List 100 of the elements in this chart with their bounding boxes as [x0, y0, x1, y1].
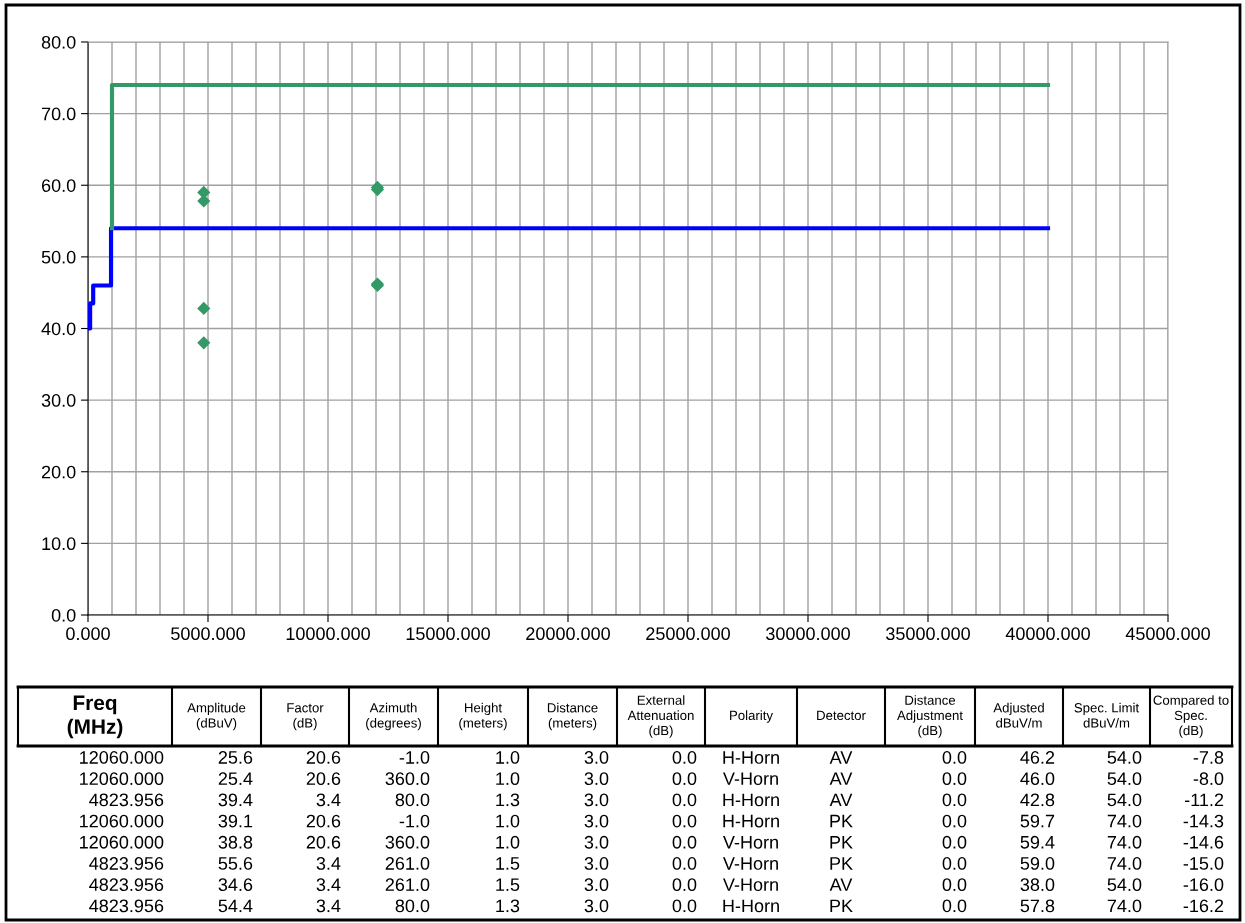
- text: 261.0: [385, 878, 430, 892]
- text: H-Horn: [723, 751, 779, 764]
- text: 3.4: [316, 793, 341, 807]
- text: 0.0: [942, 878, 967, 892]
- text: 38.8: [218, 835, 253, 849]
- text: -14.3: [1183, 814, 1224, 828]
- y-tick-label: 80.0: [41, 35, 76, 49]
- text: Factor (dB): [287, 703, 324, 731]
- text: 54.0: [1107, 772, 1142, 786]
- y-tick-label: 0.0: [51, 608, 76, 622]
- y-tick-label: 20.0: [41, 465, 76, 479]
- text: -14.6: [1183, 835, 1224, 849]
- text: PK: [830, 857, 853, 870]
- text: -11.2: [1184, 793, 1224, 807]
- text: External Attenuation (dB): [627, 695, 694, 738]
- x-tick-label: 10000.000: [286, 627, 370, 641]
- text: 360.0: [385, 835, 430, 849]
- text: 4823.956: [89, 793, 164, 807]
- text: Freq (MHz): [67, 695, 123, 739]
- text: Amplitude (dBuV): [187, 702, 246, 731]
- x-tick-label: 35000.000: [886, 627, 970, 641]
- text: 20.6: [306, 835, 341, 849]
- x-tick-label: 45000.000: [1125, 627, 1210, 641]
- x-tick-label: 15000.000: [406, 627, 490, 641]
- text: AV: [829, 793, 853, 807]
- text: 12060.000: [80, 814, 164, 828]
- text: 12060.000: [80, 835, 164, 849]
- text: Height (meters): [459, 702, 507, 731]
- text: PK: [830, 899, 853, 913]
- text: V-Horn: [722, 772, 778, 786]
- text: 3.0: [584, 793, 609, 807]
- text: 57.8: [1020, 899, 1055, 913]
- text: Spec. Limit dBuV/m: [1074, 702, 1140, 728]
- text: AV: [829, 751, 853, 764]
- text: 54.0: [1107, 793, 1142, 807]
- text: 0.0: [942, 835, 967, 849]
- point: [197, 336, 211, 350]
- text: 59.4: [1020, 835, 1055, 849]
- text: 1.5: [496, 878, 520, 892]
- y-tick-label: 30.0: [41, 394, 76, 407]
- text: 0.0: [942, 751, 967, 764]
- text: 0.0: [672, 772, 697, 786]
- text: 74.0: [1107, 899, 1142, 913]
- x-tick-label: 0.000: [66, 627, 110, 641]
- text: 80.0: [395, 793, 430, 807]
- text: PK: [830, 836, 853, 849]
- text: -1.0: [399, 751, 430, 764]
- text: 12060.000: [80, 751, 164, 764]
- text: -1.0: [399, 814, 430, 828]
- x-tick-label: 40000.000: [1005, 627, 1090, 641]
- text: 0.0: [672, 878, 697, 892]
- text: 39.1: [218, 814, 253, 828]
- y-tick-label: 10.0: [42, 537, 76, 551]
- text: -16.2: [1183, 899, 1224, 913]
- text: 46.2: [1020, 751, 1055, 764]
- text: 59.0: [1020, 857, 1055, 870]
- text: V-Horn: [722, 878, 778, 892]
- text: 3.0: [584, 878, 609, 892]
- point: [197, 194, 211, 208]
- text: 261.0: [385, 857, 430, 870]
- text: V-Horn: [722, 857, 778, 870]
- y-tick-label: 50.0: [41, 250, 76, 264]
- text: 34.6: [218, 878, 253, 892]
- x-tick-label: 30000.000: [766, 627, 850, 641]
- text: -16.0: [1183, 878, 1224, 892]
- text: Adjusted dBuV/m: [993, 702, 1044, 728]
- text: 74.0: [1107, 835, 1142, 849]
- x-tick-label: 5000.000: [171, 627, 245, 641]
- text: 1.0: [496, 814, 520, 828]
- text: 360.0: [385, 772, 430, 786]
- text: 0.0: [672, 814, 697, 828]
- text: 1.0: [496, 835, 520, 849]
- text: 55.6: [218, 857, 253, 870]
- text: -8.0: [1193, 772, 1224, 786]
- text: 3.0: [584, 857, 609, 870]
- text: 20.6: [306, 751, 341, 764]
- y-tick-label: 70.0: [41, 107, 76, 121]
- text: 0.0: [672, 751, 697, 764]
- text: 74.0: [1107, 814, 1142, 828]
- text: 54.0: [1107, 751, 1142, 764]
- text: 20.6: [306, 772, 341, 786]
- text: 0.0: [672, 835, 697, 849]
- text: 3.4: [316, 899, 341, 913]
- text: 46.0: [1020, 772, 1055, 786]
- text: 0.0: [942, 793, 967, 807]
- text: 3.0: [584, 814, 609, 828]
- text: AV: [829, 772, 853, 785]
- line-series: [88, 226, 1051, 331]
- text: -7.8: [1193, 751, 1224, 764]
- text: 25.4: [218, 772, 253, 786]
- text: 0.0: [942, 814, 967, 828]
- text: H-Horn: [723, 814, 779, 828]
- text: 25.6: [218, 751, 253, 764]
- text: AV: [829, 878, 853, 891]
- text: 74.0: [1107, 857, 1142, 870]
- text: 1.0: [496, 772, 520, 786]
- text: 0.0: [672, 793, 697, 807]
- text: 3.0: [584, 751, 609, 764]
- text: Distance Adjustment (dB): [897, 695, 963, 738]
- text: H-Horn: [723, 899, 779, 913]
